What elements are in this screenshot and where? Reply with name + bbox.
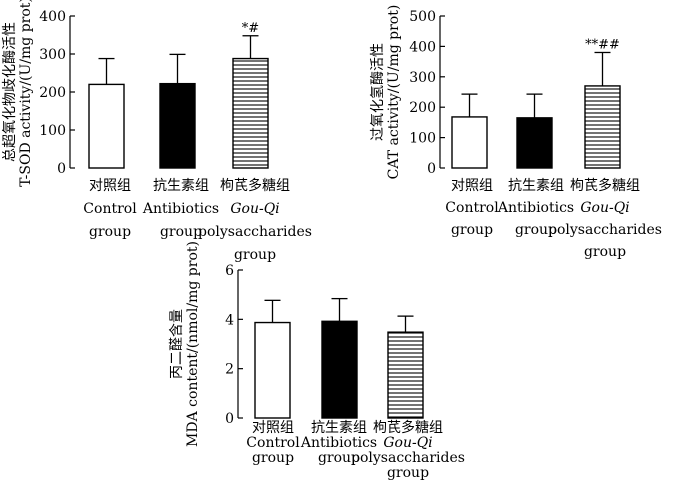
x-category-label: group [318,450,360,466]
bar-solid [321,320,358,419]
y-tick-label: 2 [225,362,234,378]
x-category-label: 抗生素组 [153,178,209,194]
y-axis-label-en: MDA content/(nmol/mg prot) [185,241,201,447]
y-axis-label-cn: 丙二醛含量 [169,309,185,379]
y-tick-label: 100 [39,123,66,139]
y-tick-label: 300 [39,47,66,63]
panel-cat-chart: 0 100 200 300 400 500 过氧化氢酶活性CAT activity/(U/m… [370,5,662,260]
x-category-label: 枸芪多糖组 [220,177,290,194]
x-category-label: Control [445,200,499,216]
y-axis-label-cn: 总超氧化物歧化酶活性 [2,22,18,162]
y-tick-label: 500 [409,9,436,25]
x-category-label: group [584,244,626,260]
y-tick-label: 0 [427,161,436,177]
y-tick-label: 400 [409,39,436,55]
bar-solid [159,82,196,169]
bar-solid [516,117,553,169]
panel-tsod-chart: 0 100 200 300 400 总超氧化物歧化酶活性T-SOD activity/(U… [2,0,312,263]
panel-mda-chart: 0 2 4 6 丙二醛含量MDA content/(nmol/mg prot) 对照组Co… [169,241,465,481]
y-axis-label: 总超氧化物歧化酶活性T-SOD activity/(U/mg prot) [2,0,34,187]
x-category-label: group [451,222,493,238]
x-category-label: Control [246,435,300,451]
x-category-label: 对照组 [89,178,131,194]
y-tick-label: 0 [225,411,234,427]
x-category-label: 枸芪多糖组 [373,419,443,436]
significance-marker: *# [242,21,259,36]
y-tick-label: 200 [39,85,66,101]
x-category-label: Control [83,201,137,217]
x-category-label: group [234,247,276,263]
x-category-label: 抗生素组 [311,420,367,436]
y-axis-label-en: CAT activity/(U/mg prot) [386,5,402,180]
bar-hatched [232,57,269,169]
y-axis-label: 过氧化氢酶活性CAT activity/(U/mg prot) [370,5,402,180]
bar-open [254,321,291,419]
bar-open [451,116,488,169]
x-category-label: 抗生素组 [508,178,564,194]
x-category-label: Antibiotics [142,201,219,217]
bar-open [88,83,125,169]
y-tick-label: 300 [409,70,436,86]
x-category-label: 对照组 [252,420,294,436]
y-tick-label: 100 [409,131,436,147]
y-tick-label: 200 [409,100,436,116]
x-category-label: Gou-Qi [383,435,432,451]
significance-marker: **## [585,37,620,52]
x-category-label: 对照组 [451,178,493,194]
x-category-label: group [252,450,294,466]
x-category-label: polysaccharides [198,224,312,240]
x-category-label: group [160,224,202,240]
x-category-label: group [89,224,131,240]
y-tick-label: 400 [39,9,66,25]
y-axis-label-cn: 过氧化氢酶活性 [370,43,386,141]
x-category-label: polysaccharides [548,222,662,238]
y-tick-label: 6 [225,263,234,279]
x-category-label: Gou-Qi [580,200,629,216]
x-category-label: group [387,465,429,481]
x-category-label: polysaccharides [351,450,465,466]
x-category-label: Gou-Qi [230,201,279,217]
y-axis-label: 丙二醛含量MDA content/(nmol/mg prot) [169,241,201,447]
y-axis-label-en: T-SOD activity/(U/mg prot) [18,0,34,187]
x-category-label: 枸芪多糖组 [570,177,640,194]
x-category-label: group [515,222,557,238]
x-category-label: Antibiotics [300,435,377,451]
y-tick-label: 0 [57,161,66,177]
x-category-label: Antibiotics [497,200,574,216]
bar-hatched [387,331,424,419]
y-tick-label: 4 [225,312,234,328]
bar-hatched [584,85,621,169]
